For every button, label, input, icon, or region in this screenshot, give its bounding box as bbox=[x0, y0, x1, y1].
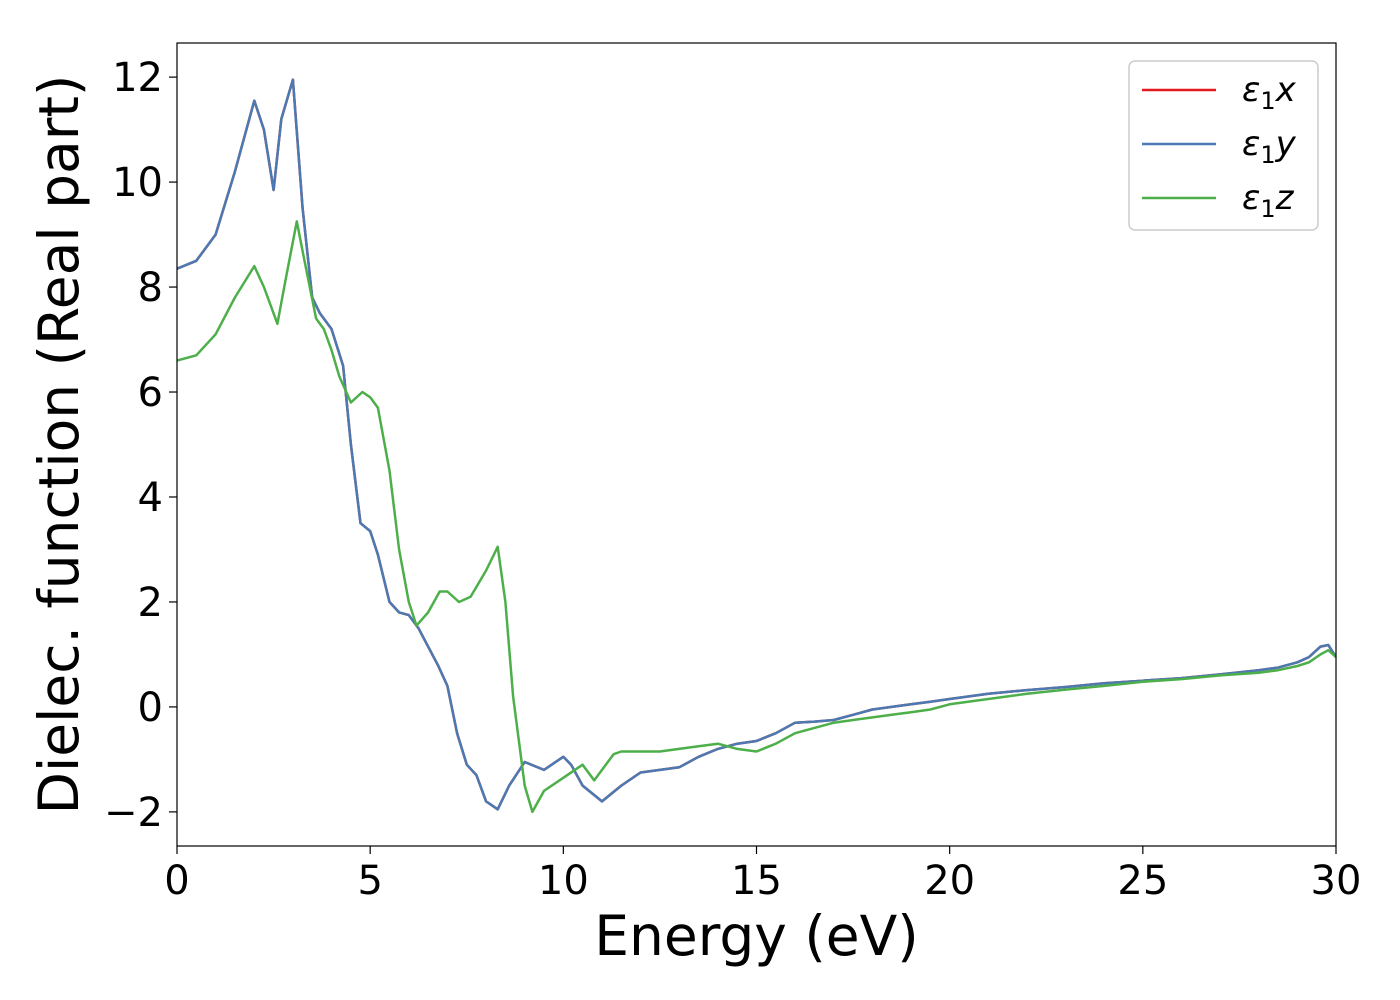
series-line-2 bbox=[177, 78, 1336, 811]
y-tick-label: 10 bbox=[112, 160, 163, 206]
y-tick-label: −2 bbox=[104, 790, 163, 836]
legend-label: ε1z bbox=[1242, 178, 1295, 223]
x-tick-label: 20 bbox=[924, 858, 975, 904]
series-line-3 bbox=[177, 220, 1336, 814]
x-tick-label: 5 bbox=[357, 858, 382, 904]
y-axis-label: Dielec. function (Real part) bbox=[27, 75, 91, 815]
legend-box bbox=[1128, 60, 1319, 231]
x-axis-ticks: 0 5 10 15 20 25 30 bbox=[164, 846, 1361, 904]
x-tick-label: 0 bbox=[164, 858, 189, 904]
legend-label: ε1y bbox=[1242, 124, 1297, 169]
legend: ε1x ε1y ε1z bbox=[1128, 60, 1319, 231]
x-axis-label: Energy (eV) bbox=[594, 904, 918, 968]
x-tick-label: 10 bbox=[538, 858, 589, 904]
y-tick-label: 4 bbox=[138, 475, 163, 521]
y-tick-label: 8 bbox=[138, 265, 163, 311]
y-tick-label: 2 bbox=[138, 580, 163, 626]
y-tick-label: 0 bbox=[138, 685, 163, 731]
y-tick-label: 6 bbox=[138, 370, 163, 416]
y-tick-label: 12 bbox=[112, 55, 163, 101]
x-tick-label: 15 bbox=[731, 858, 782, 904]
x-tick-label: 30 bbox=[1311, 858, 1362, 904]
y-axis-ticks: −2 0 2 4 6 8 10 12 bbox=[104, 55, 177, 836]
series-layer bbox=[177, 78, 1336, 814]
legend-label: ε1x bbox=[1242, 70, 1297, 115]
x-tick-label: 25 bbox=[1117, 858, 1168, 904]
